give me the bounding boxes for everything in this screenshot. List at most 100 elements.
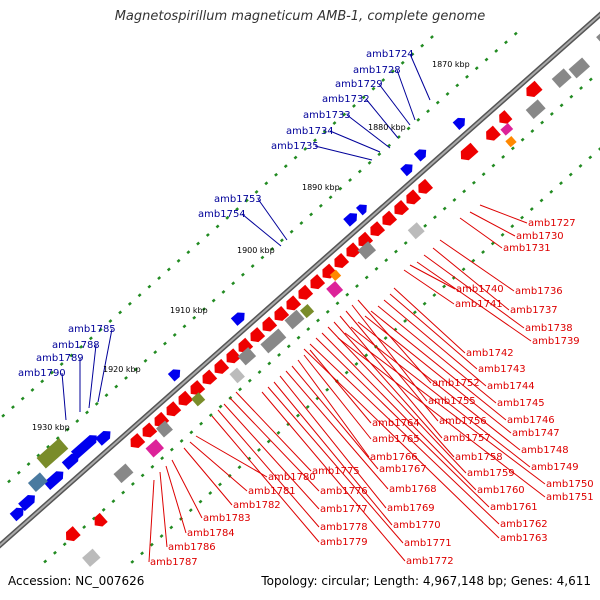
cog-dot — [455, 83, 460, 88]
cog-dot — [296, 413, 300, 418]
cog-dot — [501, 155, 506, 159]
reverse-gene-label: amb1752 — [432, 378, 480, 389]
cog-dot — [235, 207, 240, 212]
cog-dot — [381, 78, 386, 83]
reverse-label-line — [321, 332, 477, 491]
cog-dot — [299, 221, 304, 226]
reverse-gene-label: amb1776 — [320, 486, 368, 497]
reverse-label-line — [285, 370, 389, 490]
forward-label-line — [329, 130, 381, 153]
cog-dot — [218, 404, 223, 409]
reverse-label-line — [183, 447, 233, 506]
reverse-label-line — [333, 321, 455, 458]
forward-gene-label: amb1788 — [52, 340, 100, 351]
reverse-label-line — [403, 269, 455, 305]
reverse-gene-arrow — [262, 316, 278, 332]
cog-dot — [205, 233, 210, 237]
cog-dot — [192, 315, 197, 320]
reverse-gene-arrow — [202, 369, 218, 385]
cog-dot — [491, 163, 496, 168]
forward-gene-label: amb1735 — [271, 141, 319, 152]
reverse-gene-label: amb1748 — [521, 445, 569, 456]
gene-box — [505, 136, 517, 148]
forward-gene-arrow — [355, 204, 367, 216]
reverse-label-line — [357, 299, 432, 384]
forward-gene-arrow — [167, 369, 181, 382]
reverse-gene-label: amb1747 — [512, 428, 560, 439]
cog-dot — [352, 103, 356, 108]
gene-box — [407, 222, 425, 240]
cog-dot — [539, 198, 544, 203]
cog-dot — [588, 77, 593, 82]
cog-dot — [137, 293, 142, 298]
cog-dot — [160, 456, 165, 461]
cog-dot — [20, 396, 25, 401]
cog-dot — [283, 164, 288, 169]
gene-box — [525, 99, 546, 119]
cog-dot — [237, 465, 242, 470]
reverse-label-line — [344, 332, 546, 485]
backbone-highlight — [0, 13, 600, 547]
reverse-label-line — [211, 415, 320, 543]
reverse-label-line — [345, 310, 439, 422]
cog-dot — [114, 384, 119, 389]
reverse-gene-label: amb1759 — [467, 468, 515, 479]
forward-gene-arrow — [18, 495, 35, 512]
cog-dot — [338, 186, 343, 191]
cog-dot — [435, 100, 440, 105]
cog-dot — [313, 138, 317, 143]
cog-dot — [462, 189, 467, 194]
reverse-label-line — [165, 465, 187, 534]
reverse-label-line — [261, 391, 406, 562]
cog-dot — [225, 215, 230, 220]
cog-dot — [153, 350, 158, 355]
cog-dot — [420, 43, 425, 48]
reverse-gene-arrow — [214, 358, 230, 374]
cog-dot — [569, 94, 574, 99]
cog-dot — [247, 378, 252, 383]
cog-dot — [367, 160, 372, 165]
scale-ticks-layer: 1870 kbp 1880 kbp 1890 kbp 1900 kbp 1910 kbp… — [32, 60, 470, 432]
cog-dot — [163, 341, 167, 346]
reverse-label-line — [229, 397, 320, 492]
reverse-label-line — [291, 365, 379, 470]
reverse-gene-label: amb1771 — [404, 538, 452, 549]
reverse-gene-label: amb1755 — [428, 396, 476, 407]
forward-gene-arrow — [343, 213, 358, 227]
forward-label-line — [365, 98, 399, 139]
reverse-label-line — [309, 343, 500, 525]
cog-dot — [481, 250, 486, 254]
cog-dot — [500, 232, 505, 237]
reverse-gene-arrow — [250, 327, 266, 343]
cog-dot — [471, 180, 476, 185]
scale-tick-label: 1910 kbp — [170, 306, 208, 315]
forward-gene-label: amb1724 — [366, 49, 414, 60]
reverse-label-line — [339, 315, 443, 439]
cog-dot — [189, 430, 194, 435]
cog-dot — [364, 275, 369, 280]
cog-dot — [303, 146, 308, 151]
cog-dot — [279, 238, 284, 243]
reverse-label-line — [459, 217, 503, 249]
cog-dot — [361, 95, 366, 100]
reverse-label-line — [383, 299, 487, 387]
cog-dot — [322, 129, 327, 134]
gene-box — [329, 269, 342, 281]
reverse-gene-label: amb1743 — [478, 364, 526, 375]
cog-dot — [98, 327, 103, 332]
cog-dot — [257, 448, 261, 452]
reverse-gene-label: amb1745 — [497, 398, 545, 409]
reverse-gene-label: amb1786 — [168, 542, 216, 553]
forward-label-line — [257, 198, 288, 241]
cog-dot — [169, 525, 174, 530]
reverse-label-line — [416, 261, 532, 342]
cog-dot — [348, 178, 353, 182]
accession-text: Accession: NC_007626 — [8, 574, 145, 588]
cog-dot — [345, 292, 350, 297]
cog-dot — [188, 508, 193, 513]
reverse-label-line — [337, 337, 546, 498]
cog-dot — [357, 169, 362, 174]
cog-dot — [445, 92, 450, 96]
gene-box — [357, 241, 377, 260]
